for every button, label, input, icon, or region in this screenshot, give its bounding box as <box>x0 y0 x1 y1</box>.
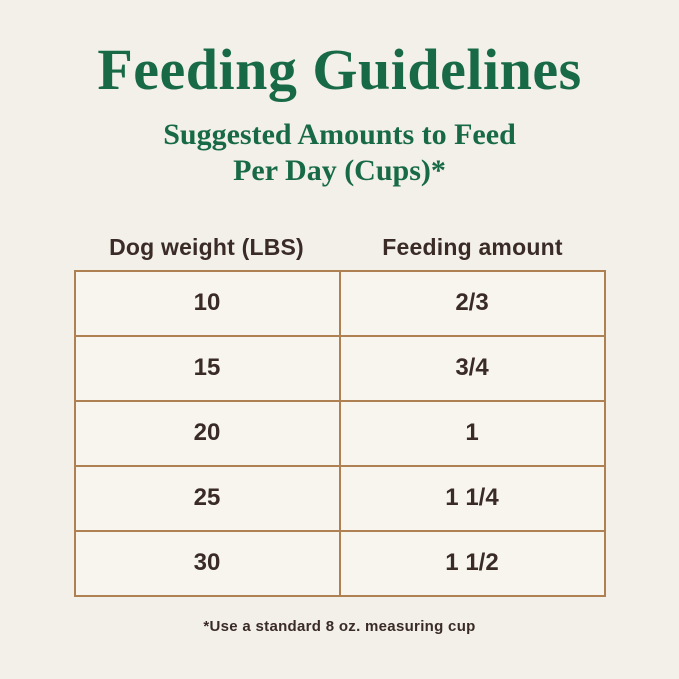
cell-dog-weight: 20 <box>73 399 341 467</box>
cell-dog-weight: 15 <box>73 334 341 402</box>
page-subtitle: Suggested Amounts to Feed Per Day (Cups)… <box>0 117 679 189</box>
column-header-dog-weight: Dog weight (LBS) <box>109 233 304 260</box>
table-row: 30 1 1/2 <box>73 529 606 597</box>
table-row: 10 2/3 <box>73 269 606 337</box>
page-title: Feeding Guidelines <box>97 37 582 102</box>
cell-feeding-amount: 1 1/4 <box>338 464 606 532</box>
table-row: 15 3/4 <box>73 334 606 402</box>
cell-dog-weight: 25 <box>73 464 341 532</box>
subtitle-line-2: Per Day (Cups)* <box>233 153 446 187</box>
table-row: 20 1 <box>73 399 606 467</box>
footnote: *Use a standard 8 oz. measuring cup <box>203 617 476 635</box>
table-row: 25 1 1/4 <box>73 464 606 532</box>
table-column-headers: Dog weight (LBS) Feeding amount <box>74 234 606 261</box>
column-header-feeding-amount: Feeding amount <box>382 233 563 260</box>
cell-feeding-amount: 1 1/2 <box>338 529 606 597</box>
cell-dog-weight: 10 <box>73 269 341 337</box>
cell-feeding-amount: 2/3 <box>338 269 606 337</box>
cell-dog-weight: 30 <box>73 529 341 597</box>
feeding-guidelines-table: 10 2/3 15 3/4 20 1 25 1 1/4 30 1 1/2 <box>73 269 606 597</box>
cell-feeding-amount: 1 <box>338 399 606 467</box>
cell-feeding-amount: 3/4 <box>338 334 606 402</box>
subtitle-line-1: Suggested Amounts to Feed <box>163 117 516 151</box>
